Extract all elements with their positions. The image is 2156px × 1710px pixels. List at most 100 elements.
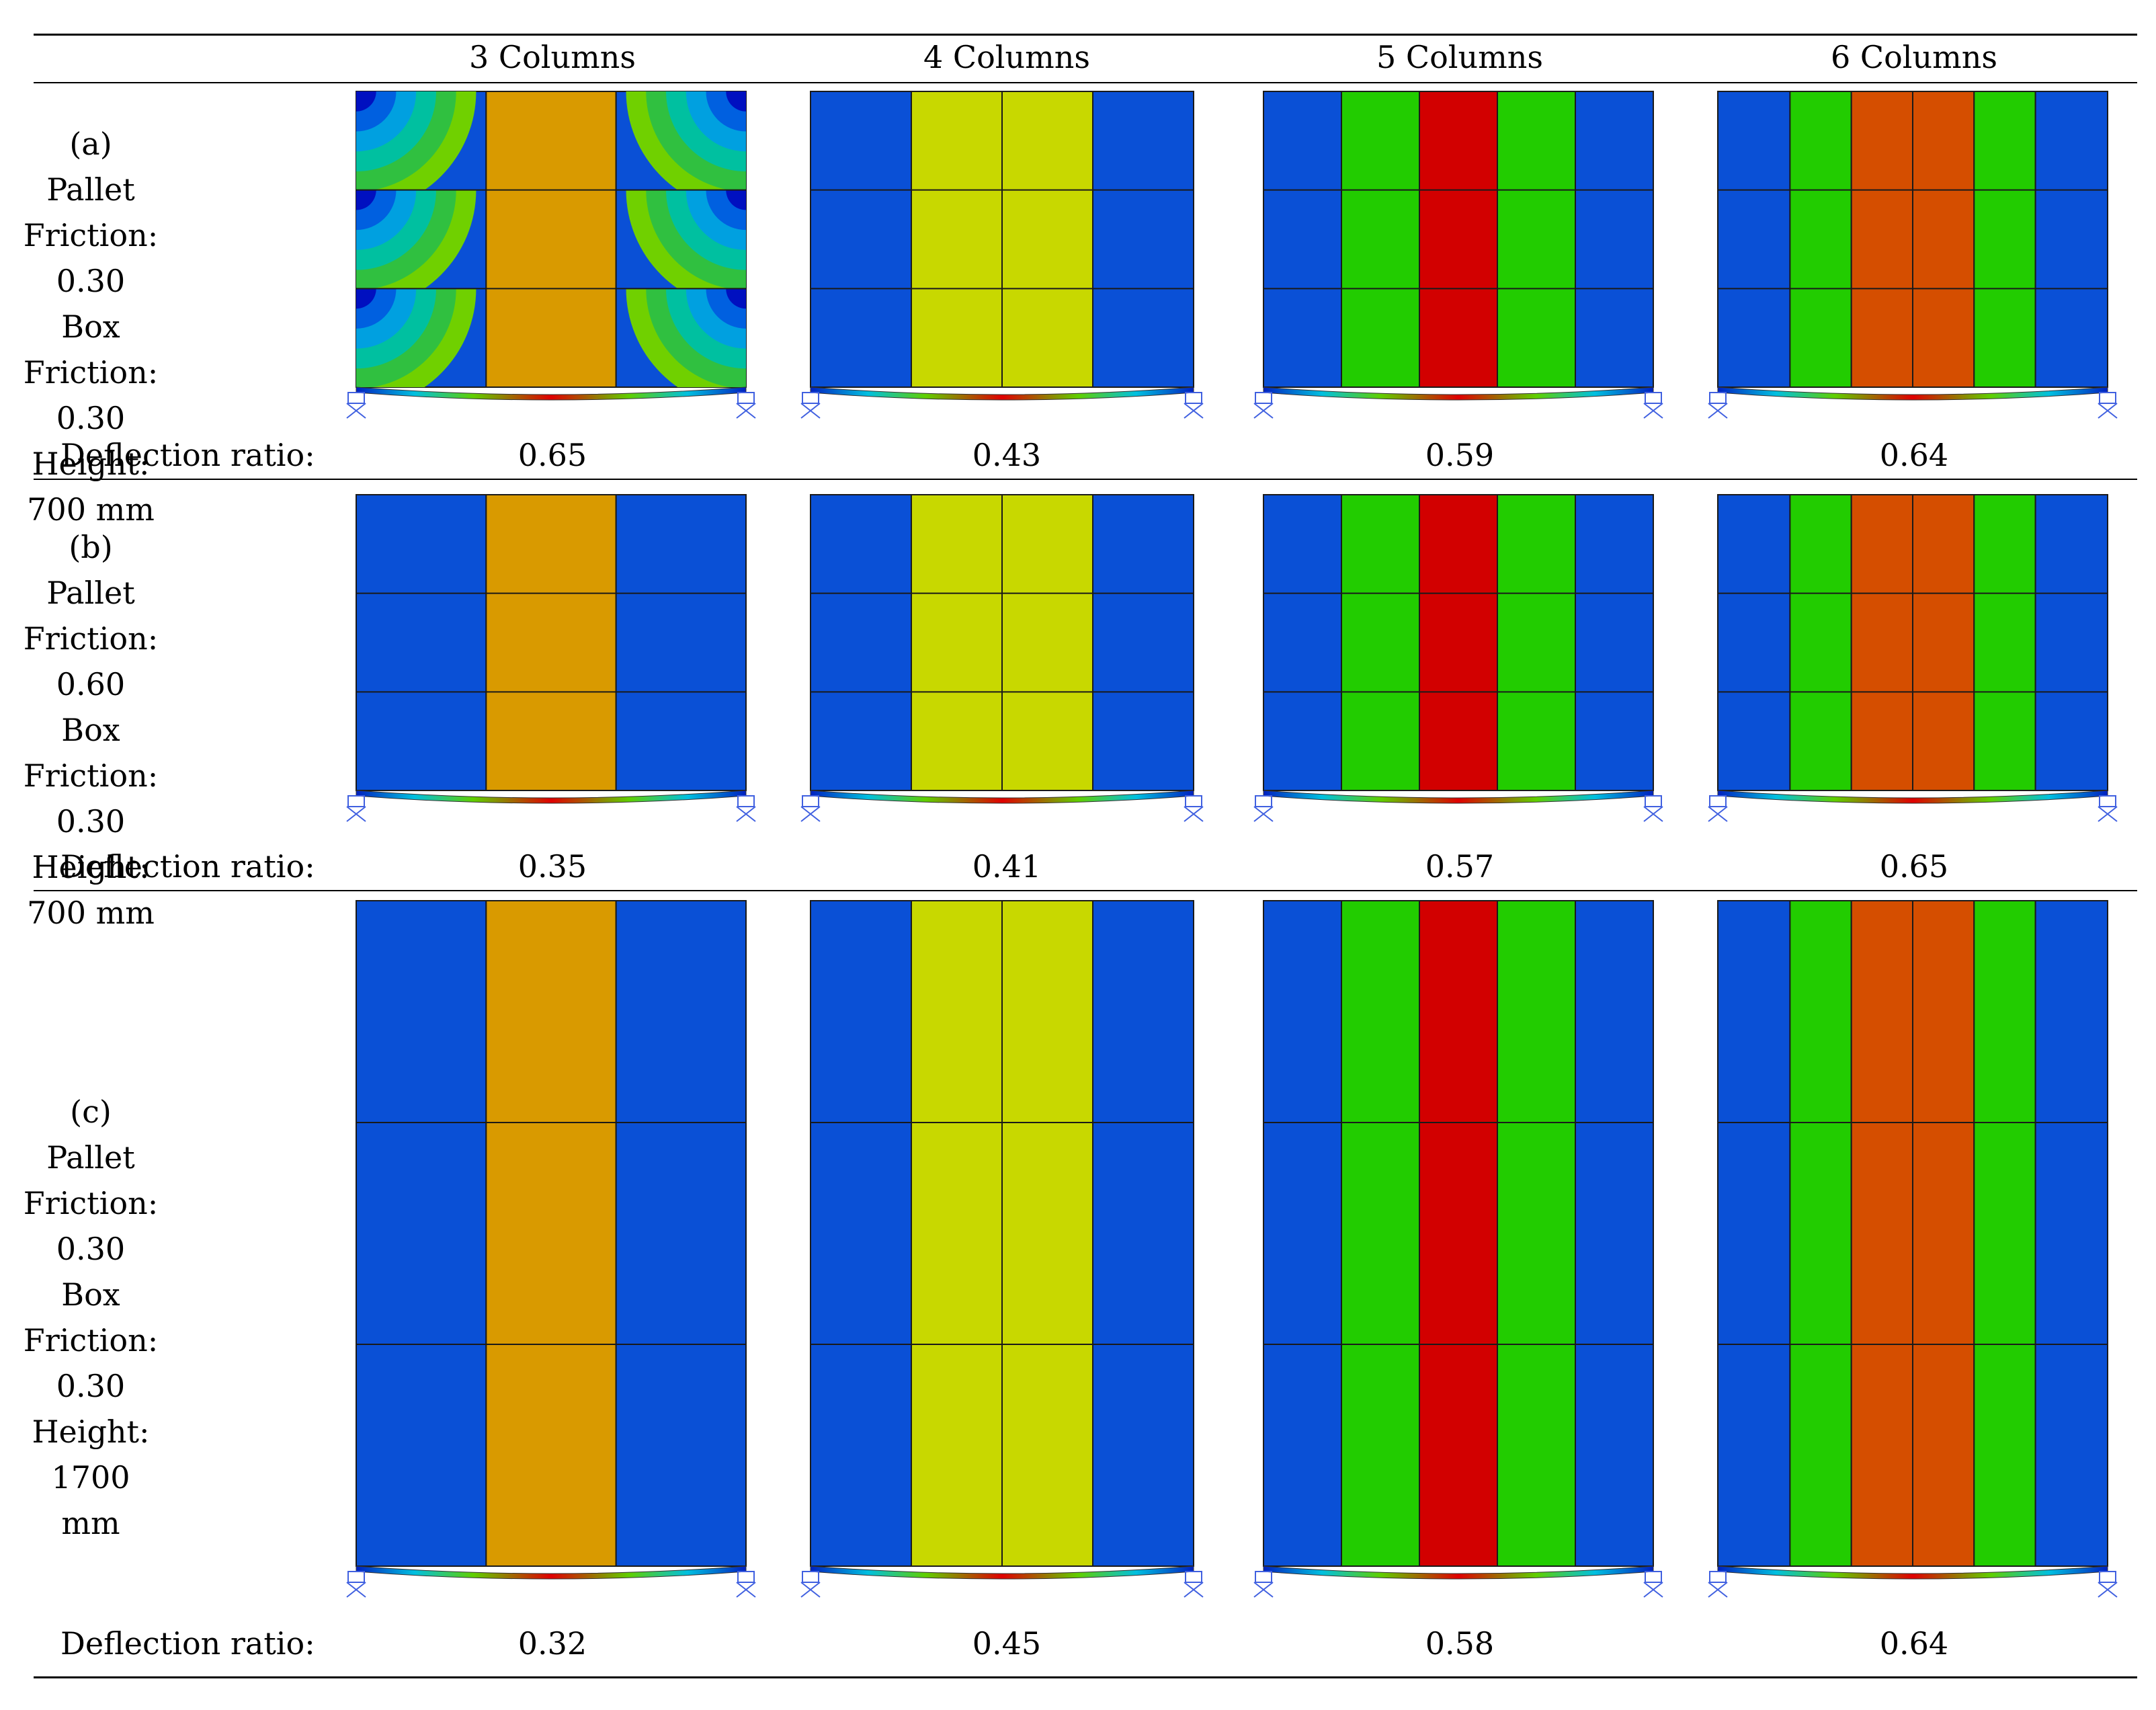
pallet-base xyxy=(810,386,1194,401)
row-b-deflection-3: 0.35 xyxy=(517,848,587,885)
support-cross-icon xyxy=(1253,403,1274,419)
support-icon xyxy=(802,392,819,404)
contour-ring xyxy=(356,190,376,210)
fe-panel-c-4-columns xyxy=(800,900,1204,1598)
row-c-deflection-5: 0.58 xyxy=(1425,1625,1495,1662)
support-cross-icon xyxy=(1708,403,1728,419)
panel-body xyxy=(800,91,1204,419)
box-column xyxy=(1973,91,2036,388)
row-c-deflection-6: 0.64 xyxy=(1879,1625,1949,1662)
panel-body xyxy=(1253,91,1663,419)
fe-panel-a-4-columns xyxy=(800,91,1204,419)
box-column xyxy=(1575,494,1654,791)
support-icon xyxy=(1709,392,1727,404)
support-cross-icon xyxy=(346,806,366,822)
box-column xyxy=(1263,91,1342,388)
box-column xyxy=(1850,91,1913,388)
box-column xyxy=(1912,900,1975,1567)
box-column xyxy=(1419,494,1498,791)
box-column xyxy=(1575,900,1654,1567)
row-c-pallet-label: Pallet Friction: xyxy=(23,1139,159,1221)
support-icon xyxy=(1709,1571,1727,1583)
row-a-height: Height: 700 mm xyxy=(27,446,155,528)
box-column xyxy=(615,494,747,791)
support-icon xyxy=(347,1571,365,1583)
support-cross-icon xyxy=(736,1582,756,1598)
box-column xyxy=(485,91,617,388)
row-b-pallet-label: Pallet Friction: xyxy=(23,575,159,657)
panel-body xyxy=(346,900,756,1598)
box-column xyxy=(810,900,912,1567)
support-icon xyxy=(802,795,819,807)
fe-panel-a-3-columns xyxy=(346,91,756,419)
support-cross-icon xyxy=(800,403,821,419)
stress-contour xyxy=(626,190,746,289)
support-cross-icon xyxy=(1708,1582,1728,1598)
support-icon xyxy=(737,1571,755,1583)
support-cross-icon xyxy=(1643,806,1663,822)
pallet-base xyxy=(1263,790,1654,804)
box-column xyxy=(1575,91,1654,388)
fe-panel-c-3-columns xyxy=(346,900,756,1598)
box-column xyxy=(1341,900,1420,1567)
panel-body xyxy=(1708,494,2118,822)
box-column xyxy=(911,900,1003,1567)
box-column xyxy=(2034,900,2108,1567)
panel-body xyxy=(1253,494,1663,822)
pallet-base xyxy=(356,790,747,804)
box-column xyxy=(1973,900,2036,1567)
row-b-pallet-value: 0.60 xyxy=(56,666,126,702)
fe-panel-a-5-columns xyxy=(1253,91,1663,419)
panel-body xyxy=(1708,900,2118,1598)
contour-ring xyxy=(356,91,376,112)
support-cross-icon xyxy=(1184,806,1204,822)
row-b-deflection-4: 0.41 xyxy=(972,848,1042,885)
row-b-box-label: Box Friction: xyxy=(23,712,159,794)
support-cross-icon xyxy=(1708,806,1728,822)
box-column xyxy=(485,900,617,1567)
support-icon xyxy=(1185,1571,1202,1583)
column-header-6: 6 Columns xyxy=(1831,39,1997,75)
support-icon xyxy=(2099,1571,2116,1583)
row-a-pallet-value: 0.30 xyxy=(56,263,126,299)
pallet-base xyxy=(356,386,747,401)
support-icon xyxy=(1185,795,1202,807)
pallet-base xyxy=(1263,386,1654,401)
box-column xyxy=(615,900,747,1567)
header-rule xyxy=(34,82,2137,83)
box-column xyxy=(1419,900,1498,1567)
row-b-id: (b) xyxy=(69,529,113,565)
pallet-base xyxy=(1717,1565,2108,1580)
box-column xyxy=(356,900,487,1567)
box-column xyxy=(1341,91,1420,388)
row-c-height: Height: 1700 xyxy=(32,1414,150,1496)
pallet-base xyxy=(1263,1565,1654,1580)
box-column xyxy=(1789,494,1852,791)
row-b-box-value: 0.30 xyxy=(56,803,126,840)
fe-panel-c-5-columns xyxy=(1253,900,1663,1598)
row-a-deflection-label: Deflection ratio: xyxy=(60,437,315,473)
box-column xyxy=(1001,900,1093,1567)
support-icon xyxy=(1255,1571,1272,1583)
box-column xyxy=(1497,91,1576,388)
box-column xyxy=(1717,900,1791,1567)
box-column xyxy=(1001,494,1093,791)
box-column xyxy=(2034,494,2108,791)
panel-body xyxy=(346,91,756,419)
support-cross-icon xyxy=(736,806,756,822)
support-cross-icon xyxy=(1643,403,1663,419)
support-icon xyxy=(2099,392,2116,404)
column-header-5: 5 Columns xyxy=(1376,39,1543,75)
table-top-rule xyxy=(34,34,2137,36)
row-a-id: (a) xyxy=(69,126,112,162)
box-column xyxy=(1092,900,1194,1567)
contour-ring xyxy=(356,288,376,309)
fe-panel-b-5-columns xyxy=(1253,494,1663,822)
stress-contour xyxy=(626,288,746,388)
support-icon xyxy=(737,392,755,404)
box-column xyxy=(2034,91,2108,388)
contour-ring xyxy=(726,91,746,112)
support-icon xyxy=(347,795,365,807)
row-a-deflection-5: 0.59 xyxy=(1425,437,1495,473)
box-column xyxy=(1263,494,1342,791)
